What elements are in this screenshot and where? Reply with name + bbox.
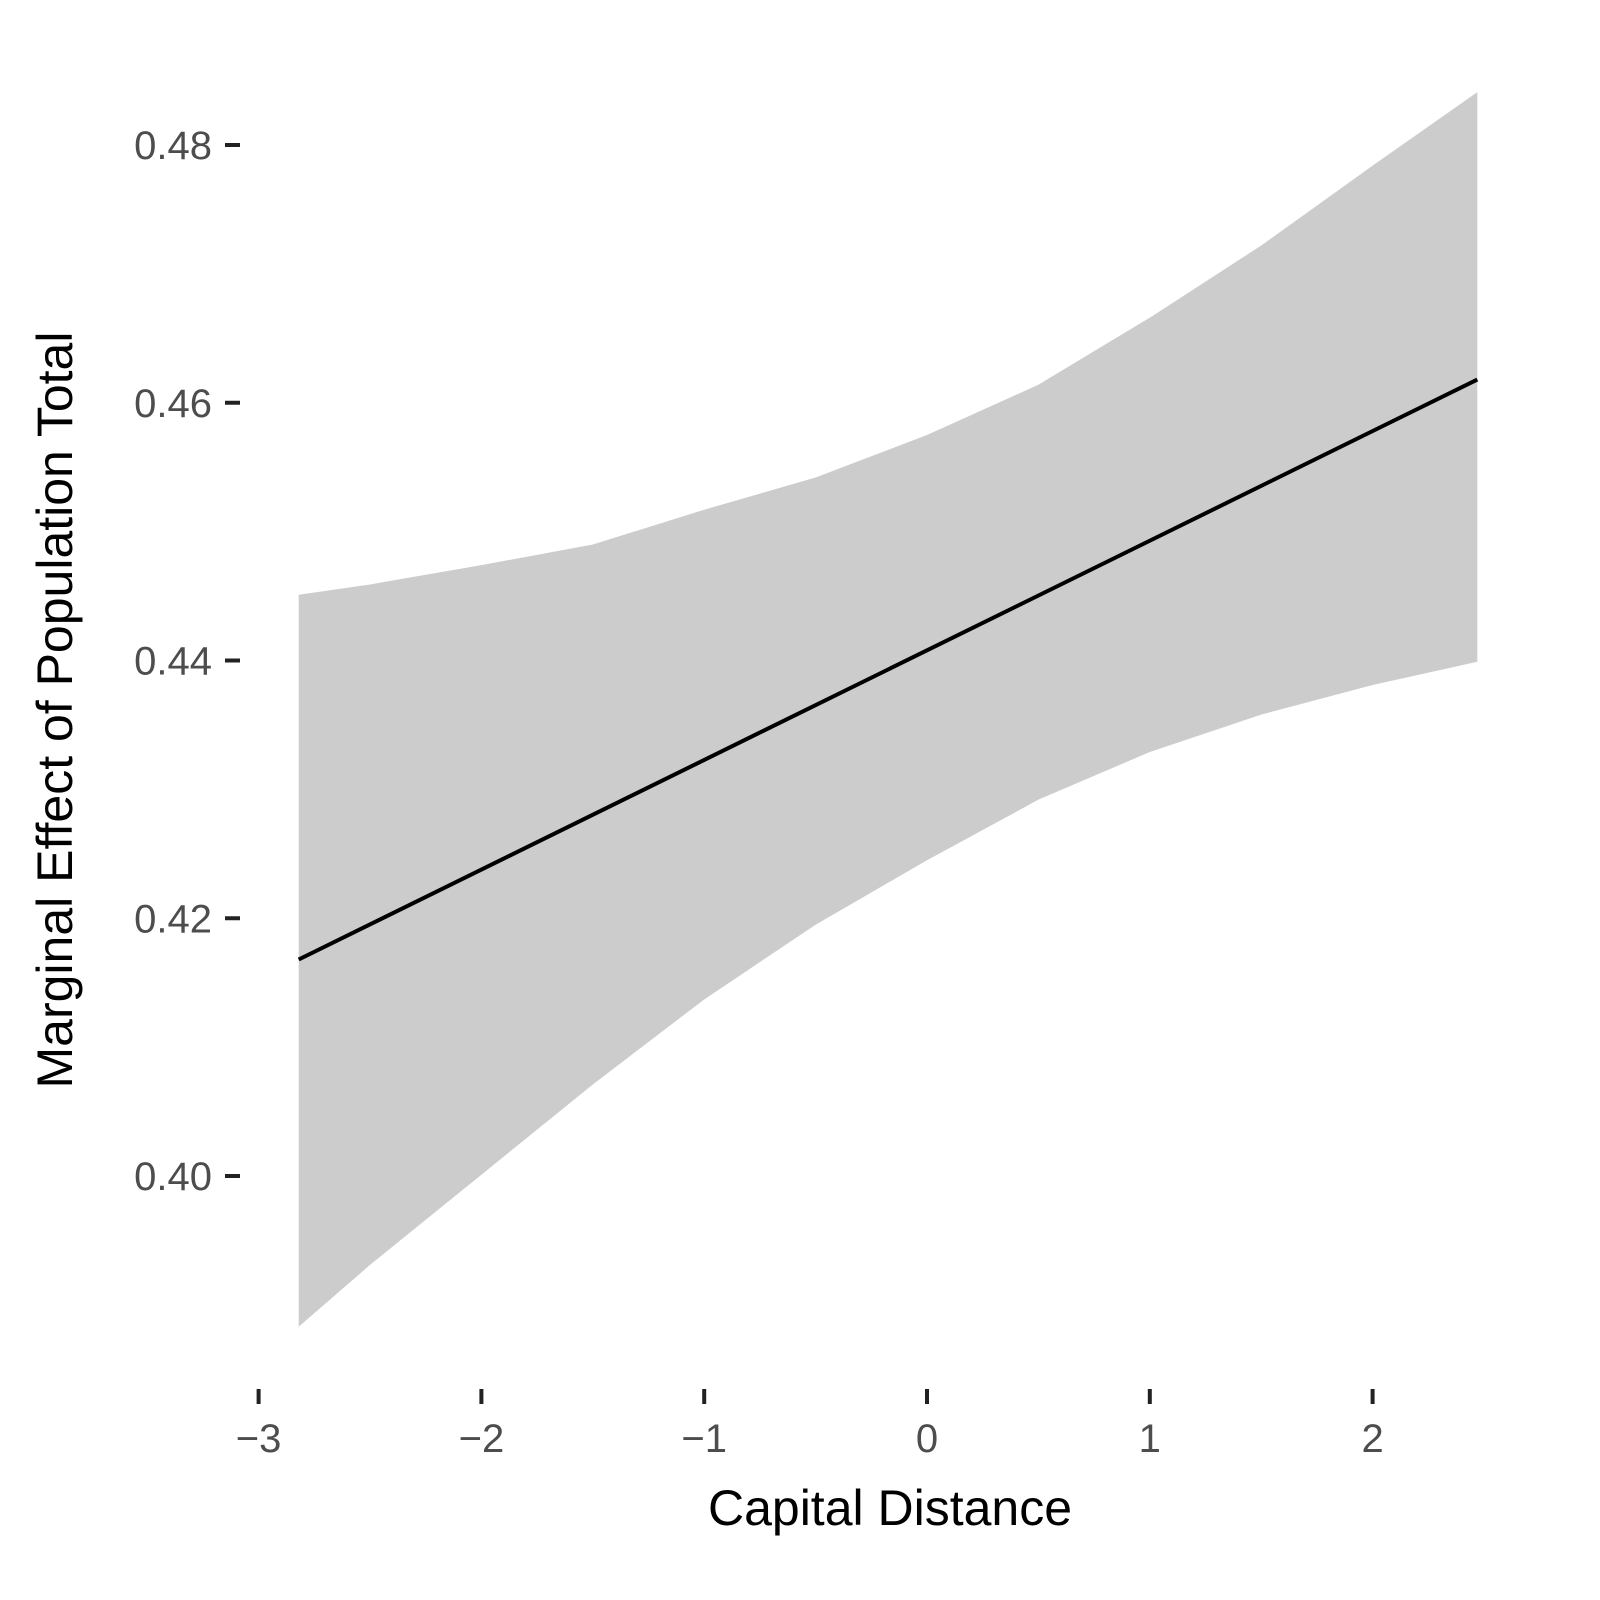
x-tick-label: −1 xyxy=(681,1417,727,1461)
y-axis-title: Marginal Effect of Population Total xyxy=(27,332,83,1089)
effect-line xyxy=(297,377,1479,962)
x-tick-label: −3 xyxy=(236,1417,282,1461)
y-tick-label: 0.46 xyxy=(134,382,212,426)
y-tick-label: 0.40 xyxy=(134,1155,212,1199)
y-tick-label: 0.48 xyxy=(134,124,212,168)
x-tick-label: 0 xyxy=(916,1417,938,1461)
y-axis: 0.40 0.42 0.44 0.46 0.48 xyxy=(134,124,240,1199)
x-axis: −3 −2 −1 0 1 2 xyxy=(236,1389,1384,1461)
x-axis-title: Capital Distance xyxy=(708,1480,1072,1536)
y-tick-label: 0.42 xyxy=(134,897,212,941)
x-tick-label: 1 xyxy=(1139,1417,1161,1461)
effect-line-layer xyxy=(297,377,1479,962)
confidence-band-layer xyxy=(298,92,1478,1327)
confidence-band xyxy=(298,92,1478,1327)
x-tick-label: 2 xyxy=(1361,1417,1383,1461)
y-tick-label: 0.44 xyxy=(134,640,212,684)
x-tick-label: −2 xyxy=(459,1417,505,1461)
